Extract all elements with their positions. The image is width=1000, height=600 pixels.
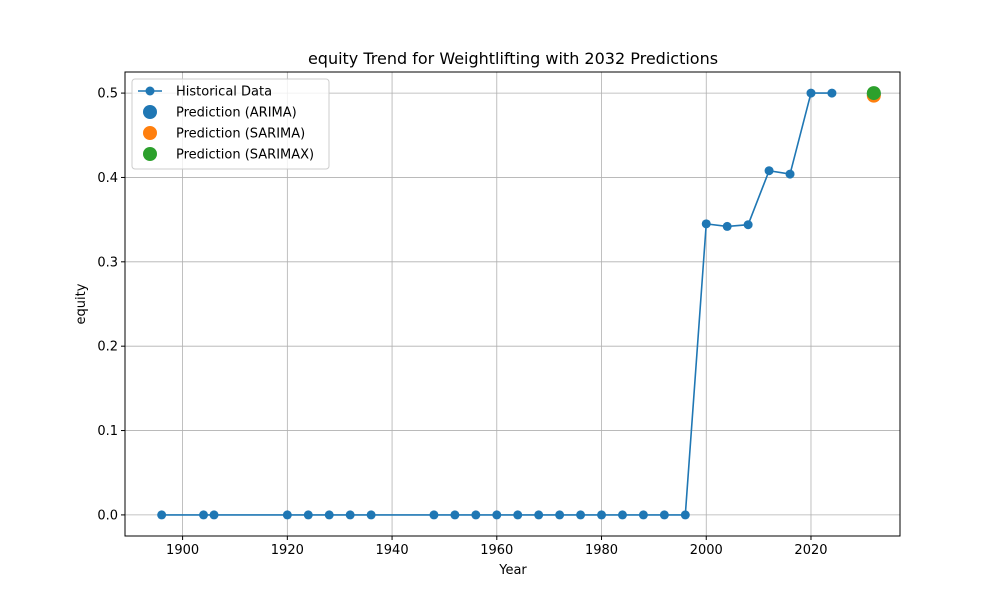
x-tick-label: 1960 <box>480 543 513 558</box>
data-point <box>638 510 648 520</box>
data-point <box>429 510 439 520</box>
plot-frame <box>124 71 901 537</box>
x-axis: 1900 1920 1940 1960 1980 2000 2020 <box>166 536 828 558</box>
y-axis: 0.0 0.1 0.2 0.3 0.4 0.5 <box>97 87 125 523</box>
x-axis-label: Year <box>498 563 527 578</box>
x-tick-label: 2000 <box>690 543 723 558</box>
x-tick-label: 1920 <box>271 543 304 558</box>
x-tick-label: 1940 <box>376 543 409 558</box>
legend-marker <box>145 86 155 96</box>
data-point <box>450 510 460 520</box>
x-tick-label: 1900 <box>166 543 199 558</box>
legend-label: Prediction (ARIMA) <box>176 106 297 121</box>
data-point <box>576 510 586 520</box>
chart-title: equity Trend for Weightlifting with 2032… <box>308 49 718 68</box>
data-point <box>492 510 502 520</box>
y-tick-label: 0.2 <box>97 340 118 355</box>
data-point <box>303 510 313 520</box>
y-tick-label: 0.4 <box>97 171 118 186</box>
data-point <box>324 510 334 520</box>
y-tick-label: 0.3 <box>97 255 118 270</box>
legend-box <box>131 78 330 170</box>
data-point <box>282 510 292 520</box>
legend-label: Historical Data <box>176 85 272 100</box>
legend-label: Prediction (SARIMA) <box>176 127 305 142</box>
data-point <box>659 510 669 520</box>
data-point <box>209 510 219 520</box>
prediction-point <box>866 86 881 101</box>
data-point <box>806 88 816 98</box>
data-point <box>597 510 607 520</box>
data-point <box>534 510 544 520</box>
data-point <box>157 510 167 520</box>
x-tick-label: 1980 <box>585 543 618 558</box>
legend-marker <box>143 126 157 140</box>
data-point <box>827 88 837 98</box>
y-axis-label: equity <box>74 283 89 324</box>
data-point <box>471 510 481 520</box>
data-point <box>680 510 690 520</box>
legend: Historical Data Prediction (ARIMA) Predict… <box>131 78 330 170</box>
data-point <box>366 510 376 520</box>
data-point <box>555 510 565 520</box>
plot-area <box>157 86 881 520</box>
y-tick-label: 0.5 <box>97 87 118 102</box>
legend-marker <box>143 105 157 119</box>
data-point <box>617 510 627 520</box>
data-point <box>199 510 209 520</box>
y-tick-label: 0.0 <box>97 508 118 523</box>
data-point <box>701 219 711 229</box>
y-tick-label: 0.1 <box>97 424 118 439</box>
legend-marker <box>143 147 157 161</box>
data-point <box>722 221 732 231</box>
series-line-historical <box>161 92 832 516</box>
data-point <box>743 220 753 230</box>
data-point <box>345 510 355 520</box>
legend-label: Prediction (SARIMAX) <box>176 148 314 163</box>
data-point <box>785 169 795 179</box>
x-tick-label: 2020 <box>794 543 827 558</box>
data-point <box>764 166 774 176</box>
data-point <box>513 510 523 520</box>
